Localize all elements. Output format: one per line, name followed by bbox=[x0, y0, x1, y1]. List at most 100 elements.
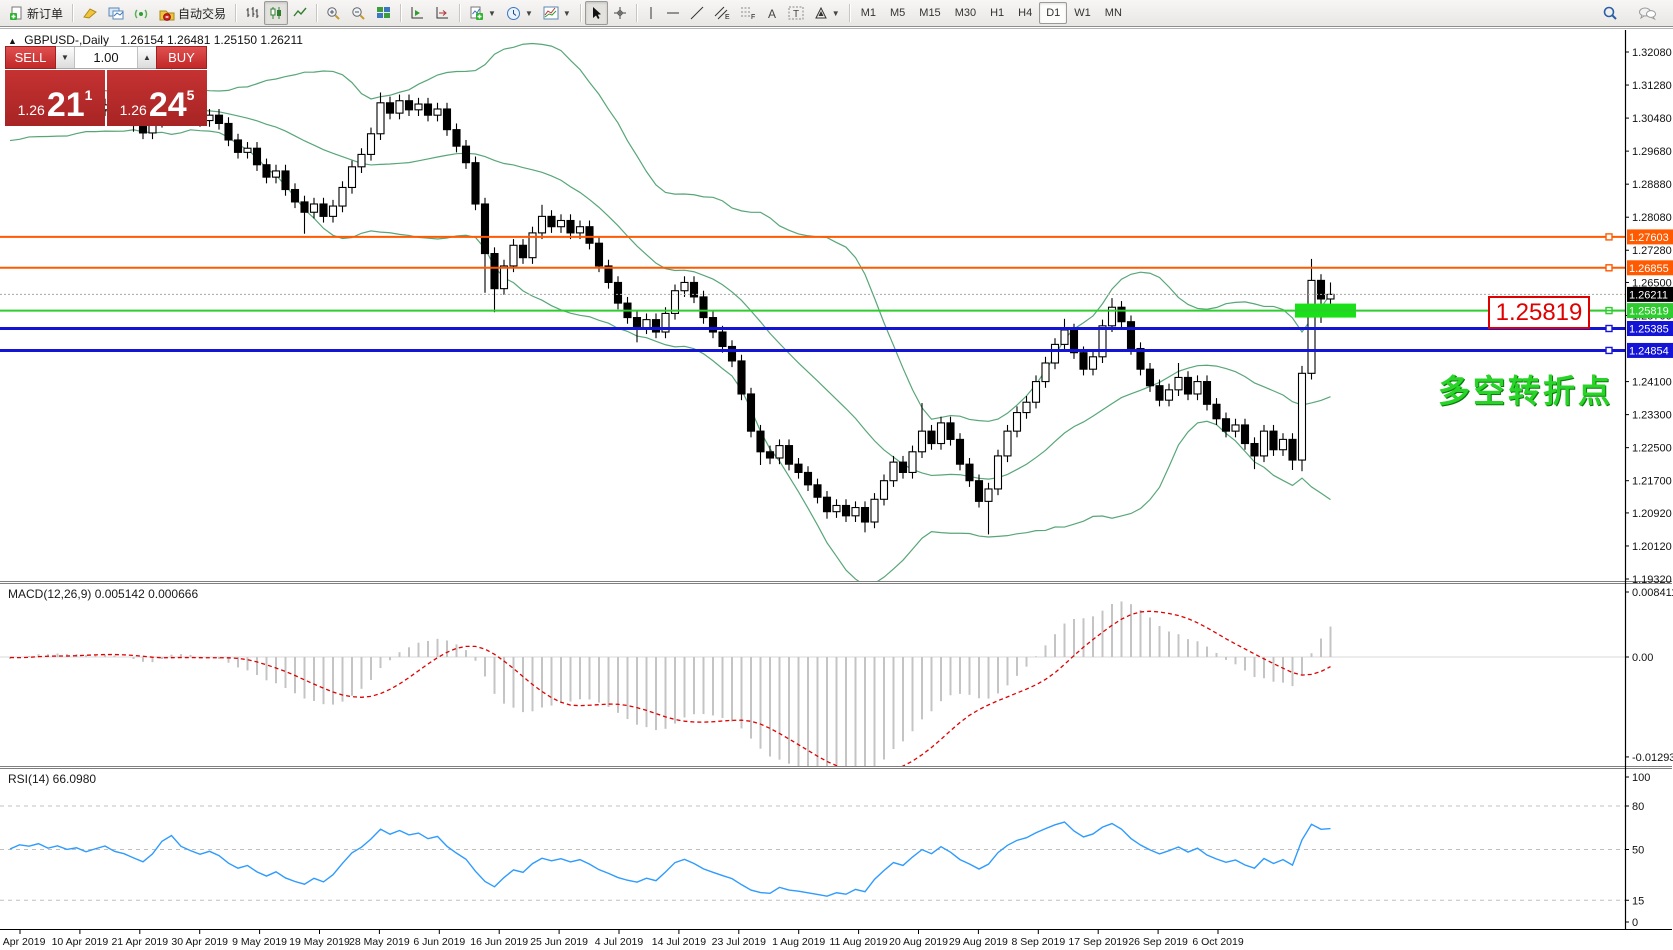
chart-title: ▲ GBPUSD-,Daily 1.26154 1.26481 1.25150 … bbox=[8, 33, 303, 47]
volume-decrease-button[interactable]: ▼ bbox=[56, 47, 75, 68]
date-label: 25 Jun 2019 bbox=[530, 936, 588, 948]
tab-timeframe-m30[interactable]: M30 bbox=[954, 7, 977, 19]
tab-timeframe-m1[interactable]: M1 bbox=[860, 7, 876, 19]
sell-price[interactable]: 1.26 21 1 bbox=[5, 70, 105, 126]
tab-timeframe-w1[interactable]: W1 bbox=[1074, 7, 1091, 19]
line-chart-button[interactable] bbox=[288, 1, 312, 25]
volume-input[interactable] bbox=[75, 47, 137, 68]
zoom-in-icon bbox=[327, 6, 340, 20]
fibonacci-button[interactable]: F bbox=[735, 1, 761, 25]
text-label-button[interactable]: T bbox=[783, 1, 809, 25]
cursor-icon bbox=[592, 7, 601, 19]
date-label: 9 May 2019 bbox=[232, 936, 287, 948]
periods-button[interactable]: ▼ bbox=[501, 1, 538, 25]
buy-button[interactable]: BUY bbox=[156, 46, 207, 69]
rsi-panel bbox=[0, 805, 1625, 901]
volume-increase-button[interactable]: ▲ bbox=[137, 47, 156, 68]
signals-button[interactable] bbox=[129, 1, 154, 25]
auto-scroll-icon bbox=[411, 7, 424, 19]
zoom-in-button[interactable] bbox=[321, 1, 346, 25]
tab-timeframe-m15[interactable]: M15 bbox=[919, 7, 941, 19]
chart-shift-button[interactable] bbox=[430, 1, 455, 25]
auto-trading-button[interactable]: 自动交易 bbox=[154, 1, 231, 25]
macd-label: MACD(12,26,9) 0.005142 0.000666 bbox=[8, 587, 199, 601]
price-tag bbox=[1627, 286, 1673, 302]
search-button[interactable] bbox=[1597, 1, 1623, 25]
price-tick-label: 1.27280 bbox=[1632, 245, 1672, 257]
signals-icon bbox=[134, 9, 148, 18]
templates-button[interactable]: ▼ bbox=[538, 1, 576, 25]
periods-icon bbox=[506, 6, 520, 20]
text-label-icon: T bbox=[788, 6, 804, 20]
collapse-arrow-icon[interactable]: ▲ bbox=[8, 36, 17, 46]
buy-price-pip: 5 bbox=[186, 87, 195, 103]
trendline-button[interactable] bbox=[685, 1, 709, 25]
sell-button[interactable]: SELL bbox=[5, 46, 56, 69]
highlighter-button[interactable] bbox=[77, 1, 103, 25]
price-tick-label: 1.29680 bbox=[1632, 146, 1672, 158]
rsi-axis-label: 15 bbox=[1632, 895, 1644, 907]
svg-text:1.26211: 1.26211 bbox=[1629, 289, 1668, 301]
chat-button[interactable] bbox=[1633, 1, 1661, 25]
candlestick-button[interactable] bbox=[264, 1, 289, 25]
date-label: 29 Aug 2019 bbox=[949, 936, 1008, 948]
equidistant-channel-button[interactable]: E bbox=[709, 1, 735, 25]
tab-timeframe-mn[interactable]: MN bbox=[1104, 7, 1122, 19]
price-callout-box[interactable]: 1.25819 bbox=[1488, 296, 1590, 329]
zoom-out-icon bbox=[352, 6, 365, 20]
tab-timeframe-m5[interactable]: M5 bbox=[890, 7, 906, 19]
tile-windows-icon bbox=[377, 7, 391, 18]
date-label: 10 Apr 2019 bbox=[52, 936, 109, 948]
zoom-out-button[interactable] bbox=[346, 1, 371, 25]
buy-price[interactable]: 1.26 24 5 bbox=[107, 70, 207, 126]
volume-spinner: ▼ ▲ bbox=[56, 46, 156, 69]
rsi-label: RSI(14) 66.0980 bbox=[8, 772, 97, 786]
arrows-button[interactable]: ▼ bbox=[809, 1, 845, 25]
indicators-button[interactable]: ▼ bbox=[464, 1, 501, 25]
date-label: 17 Sep 2019 bbox=[1068, 936, 1128, 948]
sell-price-prefix: 1.26 bbox=[17, 102, 45, 118]
trendline-icon bbox=[690, 6, 704, 20]
text-button[interactable]: A bbox=[761, 1, 783, 25]
new-order-button[interactable]: 新订单 bbox=[4, 1, 68, 25]
date-label: 20 Aug 2019 bbox=[889, 936, 948, 948]
sell-price-big: 21 bbox=[46, 86, 85, 125]
auto-trading-icon bbox=[159, 10, 175, 21]
tab-timeframe-d1[interactable]: D1 bbox=[1039, 2, 1068, 24]
date-label: 6 Jun 2019 bbox=[413, 936, 465, 948]
bar-chart-button[interactable] bbox=[240, 1, 264, 25]
crosshair-button[interactable] bbox=[608, 1, 632, 25]
new-order-label: 新订单 bbox=[27, 6, 64, 21]
vertical-line-button[interactable] bbox=[641, 1, 661, 25]
chat-icon bbox=[1639, 7, 1656, 20]
line-chart-icon bbox=[293, 7, 307, 17]
price-tick-label: 1.24100 bbox=[1632, 377, 1672, 389]
tile-windows-button[interactable] bbox=[371, 1, 396, 25]
tab-timeframe-h1[interactable]: H1 bbox=[990, 7, 1005, 19]
date-label: 30 Apr 2019 bbox=[171, 936, 228, 948]
chart-profile-button[interactable] bbox=[103, 1, 129, 25]
date-label: 23 Jul 2019 bbox=[712, 936, 766, 948]
horizontal-line-button[interactable] bbox=[661, 1, 685, 25]
price-tag bbox=[1627, 303, 1673, 319]
price-tick-label: 1.20120 bbox=[1632, 541, 1672, 553]
rsi-axis-label: 50 bbox=[1632, 845, 1644, 857]
vertical-line-icon bbox=[650, 7, 652, 19]
rsi-axis-label: 100 bbox=[1632, 772, 1650, 784]
price-tick-label: 1.19320 bbox=[1632, 574, 1672, 586]
candles bbox=[5, 69, 1335, 535]
svg-text:F: F bbox=[751, 14, 755, 20]
date-label: 4 Jul 2019 bbox=[595, 936, 644, 948]
macd-axis-label: 0.00 bbox=[1632, 652, 1653, 664]
cursor-button[interactable] bbox=[584, 1, 608, 25]
tab-timeframe-h4[interactable]: H4 bbox=[1018, 7, 1033, 19]
svg-text:A: A bbox=[768, 7, 776, 20]
auto-scroll-button[interactable] bbox=[405, 1, 430, 25]
turning-point-note[interactable]: 多空转折点 bbox=[1438, 373, 1614, 409]
text-icon: A bbox=[768, 7, 776, 20]
crosshair-icon bbox=[613, 7, 626, 19]
svg-text:1.26855: 1.26855 bbox=[1629, 263, 1669, 275]
